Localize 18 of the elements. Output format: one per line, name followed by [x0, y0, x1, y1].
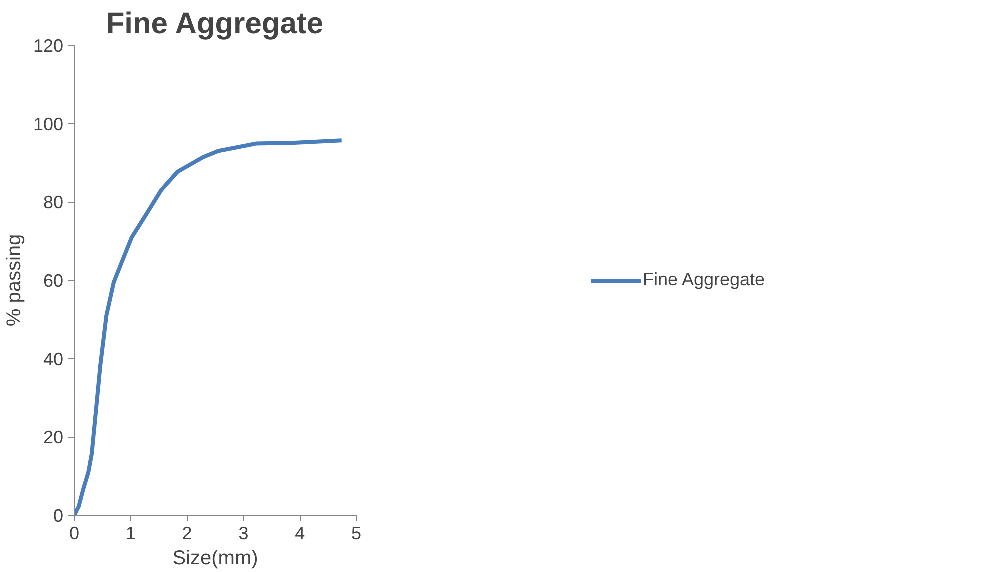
y-tick-label: 120 — [33, 36, 64, 56]
x-tick-label: 0 — [69, 524, 80, 544]
x-tick-label: 5 — [351, 524, 362, 544]
x-axis-title: Size(mm) — [172, 548, 258, 570]
y-tick-label: 100 — [33, 114, 64, 134]
chart-title: Fine Aggregate — [106, 8, 324, 40]
y-tick-label: 60 — [43, 271, 64, 291]
y-tick-label: 40 — [43, 349, 64, 370]
legend-label: Fine Aggregate — [642, 270, 766, 290]
line-series — [74, 138, 344, 516]
y-tick-label: 20 — [43, 428, 64, 448]
y-tick-label: 0 — [53, 506, 64, 526]
x-tick-label: 2 — [182, 524, 192, 544]
x-tick-label: 1 — [126, 524, 136, 544]
x-tick-label: 4 — [295, 524, 306, 544]
x-tick-label: 3 — [238, 524, 249, 544]
y-axis-title: % passing — [3, 234, 26, 327]
y-tick-label: 80 — [43, 192, 64, 213]
